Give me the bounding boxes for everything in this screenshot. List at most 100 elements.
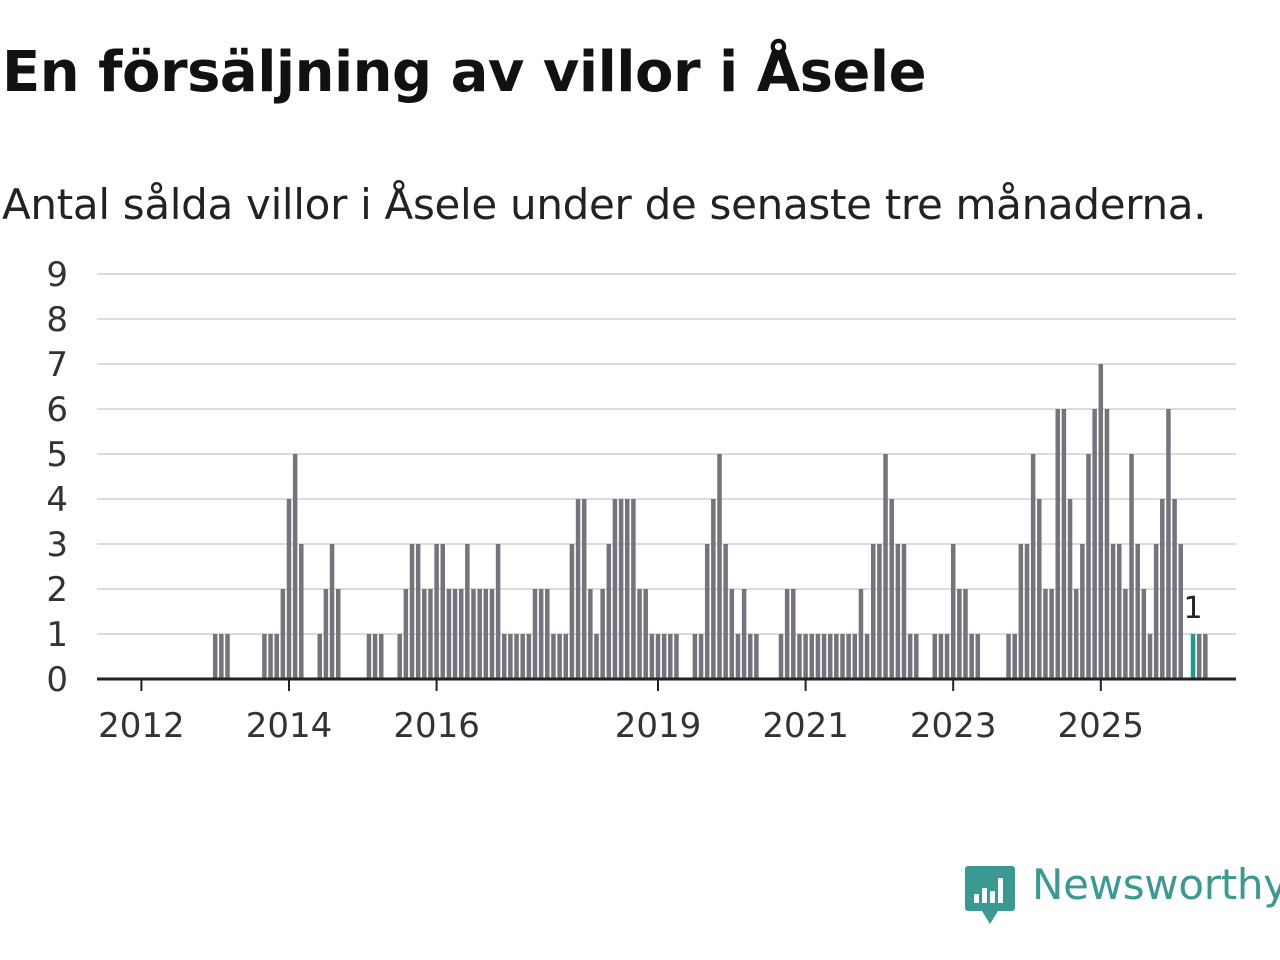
bar <box>415 544 421 679</box>
brand-name: Newsworthy <box>1032 860 1280 909</box>
bar <box>809 634 814 679</box>
bar <box>834 634 839 679</box>
bar <box>538 589 544 679</box>
bar <box>1147 634 1153 679</box>
bar <box>963 589 968 679</box>
bar <box>797 634 802 679</box>
bar <box>754 634 759 679</box>
bar <box>932 634 937 679</box>
x-tick-label: 2025 <box>1058 706 1145 740</box>
bar <box>1067 499 1073 679</box>
bar <box>1030 454 1036 679</box>
bar <box>846 634 851 679</box>
x-tick-label: 2016 <box>393 706 480 740</box>
bar <box>1073 589 1079 679</box>
y-tick-label: 0 <box>46 660 68 700</box>
bar <box>477 589 482 679</box>
bar <box>372 634 378 679</box>
bar <box>784 589 790 679</box>
x-tick-label: 2014 <box>246 706 333 740</box>
bar <box>649 634 655 679</box>
bar <box>588 589 593 679</box>
bar <box>403 589 409 679</box>
bar <box>637 589 642 679</box>
bar <box>379 634 384 679</box>
bar <box>1037 499 1042 679</box>
bar <box>471 589 476 679</box>
bar <box>600 589 605 679</box>
bar <box>692 634 698 679</box>
bar <box>1153 544 1159 679</box>
bar <box>581 499 587 679</box>
bar <box>1018 544 1024 679</box>
bar <box>508 634 513 679</box>
bar <box>1141 589 1147 679</box>
x-tick-label: 2021 <box>762 706 849 740</box>
bar <box>1104 409 1110 679</box>
bar <box>335 589 341 679</box>
bar <box>428 589 433 679</box>
bar <box>606 544 612 679</box>
y-tick-label: 1 <box>46 615 68 655</box>
chart-title: En försäljning av villor i Åsele <box>2 40 927 105</box>
bar <box>489 589 495 679</box>
bar <box>1178 544 1183 679</box>
bar <box>944 634 950 679</box>
bar <box>1049 589 1054 679</box>
bar <box>366 634 372 679</box>
bar <box>526 634 532 679</box>
bar <box>618 499 624 679</box>
bar <box>262 634 267 679</box>
bar <box>1086 454 1091 679</box>
bar <box>1024 544 1030 679</box>
x-tick-label: 2023 <box>910 706 997 740</box>
bar <box>1092 409 1097 679</box>
bar <box>858 589 864 679</box>
bars <box>212 364 1208 679</box>
bar <box>864 634 870 679</box>
bar <box>219 634 224 679</box>
bar <box>299 544 304 679</box>
bar <box>643 589 648 679</box>
y-tick-label: 5 <box>46 435 68 475</box>
x-axis <box>97 677 1236 691</box>
bar <box>317 634 322 679</box>
bar <box>1203 634 1208 679</box>
bar <box>778 634 784 679</box>
y-tick-label: 8 <box>46 300 68 340</box>
bar <box>575 499 581 679</box>
bar <box>286 499 292 679</box>
bar <box>594 634 599 679</box>
bar <box>698 634 704 679</box>
y-tick-label: 9 <box>46 255 68 295</box>
bar <box>212 634 218 679</box>
bar <box>545 589 550 679</box>
bar-highlight <box>1190 634 1196 679</box>
bar <box>661 634 667 679</box>
bar <box>514 634 519 679</box>
bar <box>458 589 464 679</box>
bar <box>1080 544 1085 679</box>
bar <box>852 634 858 679</box>
bar <box>901 544 907 679</box>
bar <box>1061 409 1067 679</box>
x-axis-labels: 2012 2014 2016 2019 2021 2023 2025 <box>98 706 1144 740</box>
bar <box>520 634 525 679</box>
bar <box>1160 499 1165 679</box>
y-tick-label: 2 <box>46 570 68 610</box>
y-tick-label: 4 <box>46 480 68 520</box>
bar <box>668 634 673 679</box>
annotations: 1 <box>1184 591 1203 626</box>
bar <box>225 634 230 679</box>
bar <box>1135 544 1140 679</box>
bar <box>883 454 888 679</box>
bar <box>1055 409 1060 679</box>
bar <box>532 589 538 679</box>
bar <box>735 634 741 679</box>
bar <box>717 454 722 679</box>
bar <box>723 544 728 679</box>
bar <box>655 634 661 679</box>
bar <box>1123 589 1128 679</box>
bar <box>821 634 827 679</box>
bar <box>274 634 279 679</box>
